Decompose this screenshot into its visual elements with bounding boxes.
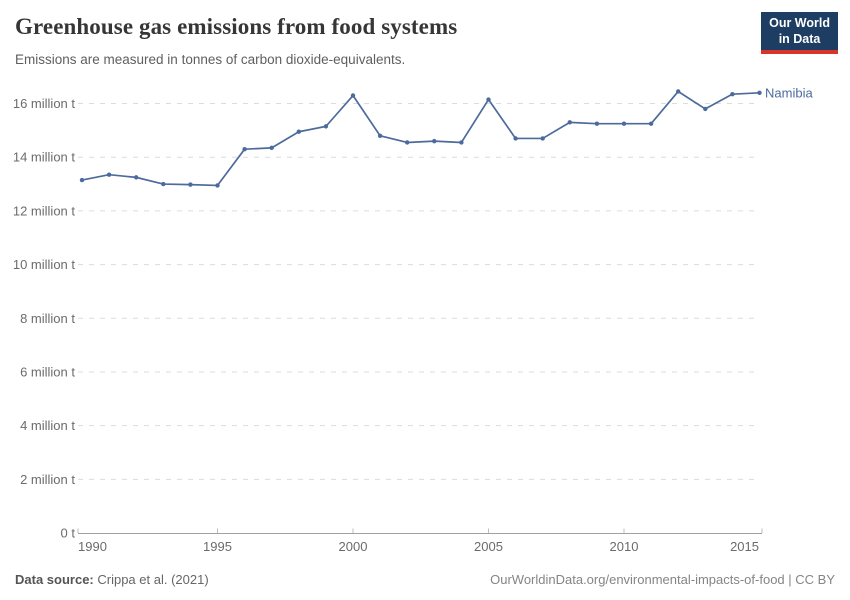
x-axis-tick-label: 2015 xyxy=(730,539,759,554)
data-point-marker[interactable] xyxy=(648,121,654,126)
series-label-namibia[interactable]: Namibia xyxy=(765,85,813,100)
x-axis-tick-label: 1990 xyxy=(78,539,107,554)
data-point-marker[interactable] xyxy=(757,90,762,96)
y-axis-tick-label: 0 t xyxy=(61,526,76,541)
x-axis-tick-label: 2010 xyxy=(610,539,639,554)
data-point-marker[interactable] xyxy=(540,136,545,141)
owid-logo-line2: in Data xyxy=(778,31,821,46)
y-axis-tick-label: 12 million t xyxy=(13,203,76,218)
data-point-marker[interactable] xyxy=(269,145,274,151)
series-line-namibia xyxy=(81,90,761,187)
owid-logo[interactable]: Our World in Data xyxy=(761,12,838,55)
y-axis-tick-label: 2 million t xyxy=(20,472,75,487)
x-axis-tick-label: 2005 xyxy=(474,539,503,554)
data-source-value: Crippa et al. (2021) xyxy=(93,572,209,587)
y-axis-tick-label: 4 million t xyxy=(20,418,75,433)
data-point-marker[interactable] xyxy=(161,181,166,187)
x-axis-tick-label: 1995 xyxy=(203,539,232,554)
data-point-marker[interactable] xyxy=(676,89,681,94)
data-point-marker[interactable] xyxy=(296,129,301,134)
data-point-marker[interactable] xyxy=(703,106,708,112)
data-point-marker[interactable] xyxy=(621,121,627,126)
data-point-marker[interactable] xyxy=(432,138,437,144)
data-point-marker[interactable] xyxy=(405,140,410,145)
data-point-marker[interactable] xyxy=(323,124,329,129)
data-point-marker[interactable] xyxy=(106,172,112,177)
y-axis-tick-label: 6 million t xyxy=(20,364,75,379)
data-source: Data source: Crippa et al. (2021) xyxy=(15,572,209,587)
data-point-marker[interactable] xyxy=(567,120,572,125)
data-point-marker[interactable] xyxy=(134,175,139,180)
data-point-marker[interactable] xyxy=(350,93,356,98)
data-point-marker[interactable] xyxy=(459,140,464,145)
data-point-marker[interactable] xyxy=(188,182,193,187)
y-axis-tick-label: 10 million t xyxy=(13,257,76,272)
y-axis-tick-label: 8 million t xyxy=(20,311,75,326)
data-point-marker[interactable] xyxy=(513,136,518,141)
data-point-marker[interactable] xyxy=(377,133,383,138)
x-axis-tick-label: 2000 xyxy=(339,539,368,554)
data-point-marker[interactable] xyxy=(486,97,491,102)
chart-footer: Data source: Crippa et al. (2021) OurWor… xyxy=(15,572,835,587)
page-subtitle: Emissions are measured in tonnes of carb… xyxy=(15,52,406,67)
data-point-marker[interactable] xyxy=(215,183,220,188)
y-axis-tick-label: 16 million t xyxy=(13,96,76,111)
data-point-marker[interactable] xyxy=(79,177,85,183)
page-title: Greenhouse gas emissions from food syste… xyxy=(15,14,458,39)
license-credit: OurWorldinData.org/environmental-impacts… xyxy=(490,572,835,587)
data-point-marker[interactable] xyxy=(242,146,247,152)
data-point-marker[interactable] xyxy=(594,121,600,126)
data-source-label: Data source: xyxy=(15,572,94,587)
data-point-marker[interactable] xyxy=(730,91,735,97)
y-axis-tick-label: 14 million t xyxy=(13,150,76,165)
owid-logo-line1: Our World xyxy=(769,16,830,30)
